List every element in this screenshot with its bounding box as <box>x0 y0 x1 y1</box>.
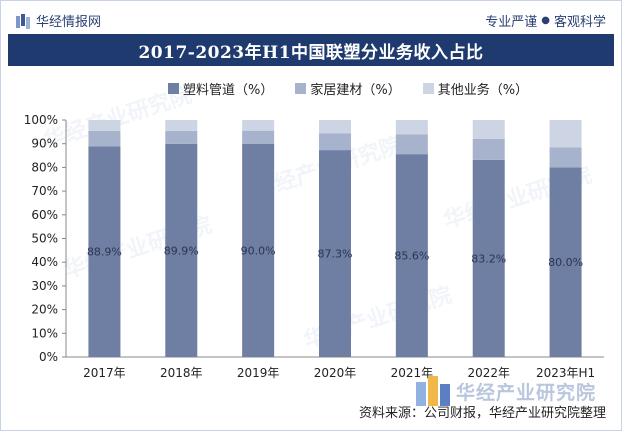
legend: 塑料管道（%） 家居建材（%） 其他业务（%） <box>168 79 528 98</box>
bar-segment <box>319 120 351 134</box>
footer-logo: 华经产业研究院 <box>416 376 596 406</box>
brand-name: 华经情报网 <box>36 15 102 30</box>
data-label: 89.9% <box>164 244 199 257</box>
y-tick-label: 90% <box>31 137 58 151</box>
bar-segment <box>472 159 505 357</box>
footer-logo-name: 华经产业研究院 <box>456 381 597 404</box>
y-tick-label: 60% <box>31 208 58 222</box>
legend-item-plastic-pipes: 塑料管道（%） <box>168 79 273 98</box>
data-label: 88.9% <box>87 246 122 259</box>
bar-segment <box>472 138 505 160</box>
bar-group <box>549 120 582 357</box>
bar-segment <box>319 133 351 151</box>
chart-title: 2017-2023年H1中国联塑分业务收入占比 <box>138 42 484 63</box>
legend-swatch-plastic-pipes <box>168 83 179 94</box>
bar-segment <box>242 130 275 144</box>
y-tick-label: 40% <box>31 255 58 269</box>
top-bar: 华经情报网 专业严谨 ● 客观科学 <box>8 7 614 31</box>
legend-swatch-other <box>422 83 434 94</box>
bar-segment <box>242 143 275 357</box>
legend-label-plastic-pipes: 塑料管道（%） <box>183 83 274 98</box>
bar-group <box>472 120 505 357</box>
legend-label-other: 其他业务（%） <box>437 83 529 98</box>
slogan-right: 客观科学 <box>553 15 606 30</box>
legend-swatch-home-building <box>295 83 307 94</box>
bar-group <box>242 120 275 357</box>
data-label: 85.6% <box>394 250 429 263</box>
x-tick-label: 2022年 <box>467 366 510 380</box>
bar-segment <box>319 150 351 357</box>
footer-logo-icon <box>416 376 450 406</box>
bar-segment <box>395 154 428 357</box>
y-tick-label: 50% <box>31 232 58 246</box>
bar-segment <box>395 134 428 155</box>
title-bar: 2017-2023年H1中国联塑分业务收入占比 <box>8 34 614 66</box>
legend-item-home-building: 家居建材（%） <box>295 79 401 98</box>
y-tick-label: 20% <box>31 303 58 317</box>
brand-logo-icon <box>16 13 30 29</box>
data-label: 87.3% <box>318 248 353 261</box>
bar-segment <box>549 147 582 168</box>
data-label: 90.0% <box>241 244 276 257</box>
bar-segment <box>88 120 121 131</box>
x-tick-label: 2020年 <box>314 366 357 380</box>
x-tick-label: 2021年 <box>391 366 434 380</box>
source-note: 资料来源：公司财报，华经产业研究院整理 <box>358 406 606 421</box>
bar-segment <box>88 146 121 357</box>
x-tick-label: 2023年H1 <box>536 366 595 380</box>
bar-segment <box>472 120 505 139</box>
bar-segment <box>549 167 582 357</box>
y-tick-label: 70% <box>31 184 58 198</box>
bar-segment <box>242 120 275 131</box>
y-tick-label: 30% <box>31 279 58 293</box>
data-label: 80.0% <box>548 256 583 269</box>
bar-group <box>88 120 121 357</box>
bar-group <box>319 120 351 357</box>
bar-group <box>395 120 428 357</box>
bar-segment <box>395 120 428 135</box>
bar-segment <box>165 120 198 131</box>
y-tick-label: 100% <box>24 113 58 127</box>
bar-segment <box>88 130 121 147</box>
data-label: 83.2% <box>471 252 506 265</box>
y-tick-label: 10% <box>31 326 58 340</box>
brand: 华经情报网 <box>16 11 101 30</box>
slogan: 专业严谨 ● 客观科学 <box>485 11 606 30</box>
bar-group <box>165 120 198 357</box>
x-tick-label: 2018年 <box>160 366 203 380</box>
slogan-left: 专业严谨 <box>485 15 538 30</box>
x-tick-label: 2019年 <box>237 366 280 380</box>
bar-segment <box>165 130 198 144</box>
y-tick-label: 0% <box>39 350 58 364</box>
bar-segment <box>549 120 582 148</box>
legend-item-other: 其他业务（%） <box>422 79 529 98</box>
y-tick-label: 80% <box>31 160 58 174</box>
bullet-dot-icon: ● <box>541 15 550 26</box>
bar-segment <box>165 143 198 357</box>
x-tick-label: 2017年 <box>83 366 126 380</box>
legend-label-home-building: 家居建材（%） <box>310 83 401 98</box>
